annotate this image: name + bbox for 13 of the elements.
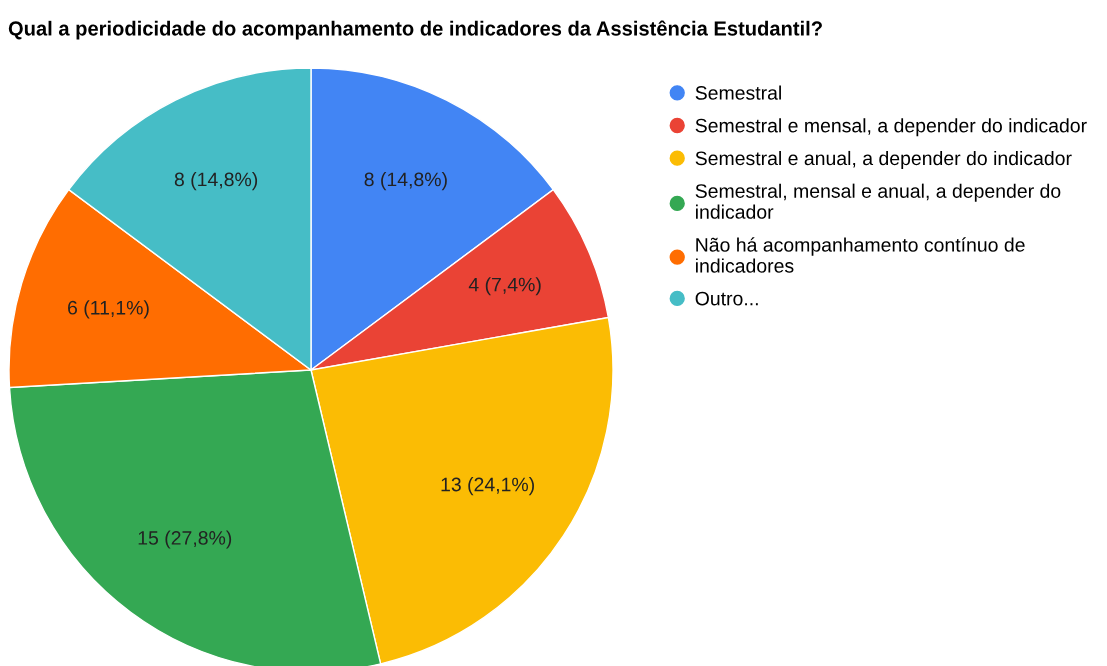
legend-label: Semestral, mensal e anual, a depender do indicador <box>695 183 1061 219</box>
legend-label: Semestral e anual, a depender do indicador <box>695 150 1072 170</box>
data-label: 15 (27,8%) <box>138 530 232 549</box>
chart-title: Qual a periodicidade do acompanhamento de indicadores da Assistência Estudantil? <box>8 20 822 40</box>
legend-label: Semestral e mensal, a depender do indicador <box>695 118 1087 137</box>
legend-label: Não há acompanhamento contínuo de indicadores <box>696 237 1025 273</box>
data-label: 8 (14,8%) <box>174 172 258 191</box>
legend-label: Semestral <box>695 85 781 100</box>
legend-label: Outro... <box>695 291 758 306</box>
data-label: 13 (24,1%) <box>441 477 534 496</box>
data-label: 6 (11,1%) <box>68 300 149 319</box>
data-label: 4 (7,4%) <box>468 277 541 296</box>
data-label: 8 (14,8%) <box>364 172 447 191</box>
